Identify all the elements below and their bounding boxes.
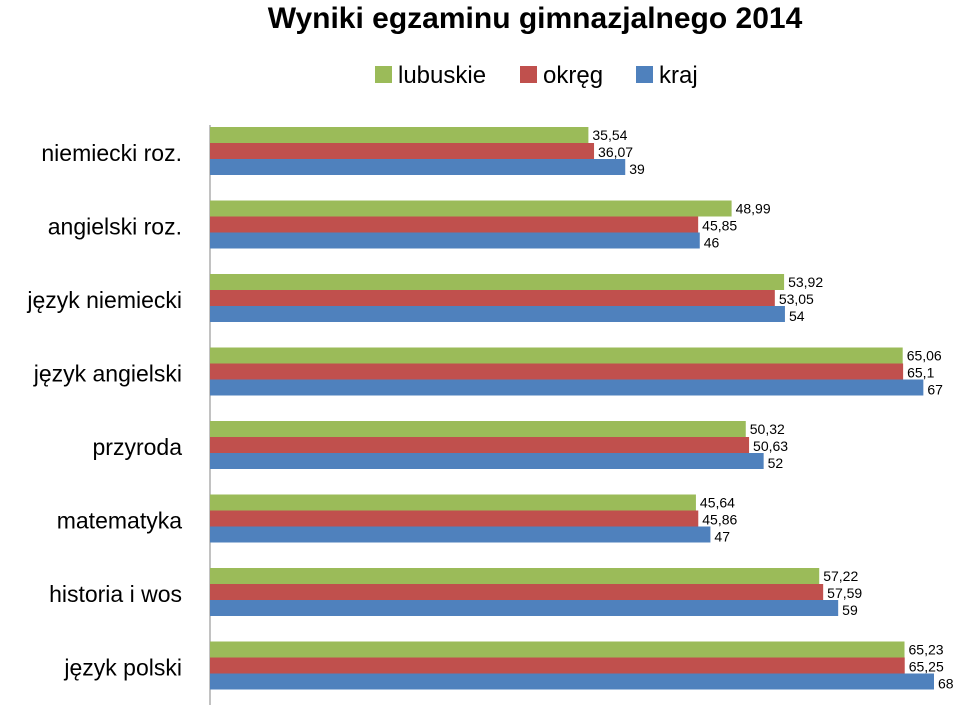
bar-lubuskie-jezyk-polski [210,641,905,658]
data-label-okreg-matematyka: 45,86 [702,512,737,528]
bars [210,127,934,690]
legend: lubuskie okręg kraj [375,62,698,89]
bar-lubuskie-przyroda [210,421,746,437]
bar-okreg-przyroda [210,437,750,453]
bar-okreg-angielski-roz [210,216,699,233]
category-label-jezyk-niemiecki: język niemiecki [26,287,182,313]
bar-okreg-jezyk-polski [210,657,905,674]
legend-swatch-kraj [636,66,653,83]
data-label-okreg-przyroda: 50,63 [753,438,788,454]
data-label-okreg-jezyk-angielski: 65,1 [907,365,934,381]
data-label-kraj-jezyk-polski: 68 [938,676,954,692]
data-label-lubuskie-jezyk-angielski: 65,06 [907,348,942,364]
bar-okreg-niemiecki-roz [210,143,595,159]
legend-label-kraj: kraj [659,62,698,89]
data-label-lubuskie-jezyk-niemiecki: 53,92 [788,274,823,290]
legend-label-lubuskie: lubuskie [398,62,486,89]
data-label-lubuskie-matematyka: 45,64 [700,495,735,511]
data-label-lubuskie-historia-i-wos: 57,22 [823,568,858,584]
bar-kraj-jezyk-niemiecki [210,306,785,322]
data-label-lubuskie-jezyk-polski: 65,23 [909,642,944,658]
bar-lubuskie-historia-i-wos [210,568,820,584]
bar-kraj-jezyk-polski [210,673,934,690]
category-label-matematyka: matematyka [57,508,182,534]
category-label-angielski-roz: angielski roz. [48,214,182,240]
data-label-lubuskie-angielski-roz: 48,99 [736,201,771,217]
data-label-kraj-przyroda: 52 [768,455,784,471]
data-label-kraj-jezyk-niemiecki: 54 [789,308,805,324]
bar-okreg-historia-i-wos [210,584,824,600]
data-label-kraj-matematyka: 47 [714,529,730,545]
chart-title: Wyniki egzaminu gimnazjalnego 2014 [268,2,803,35]
legend-swatch-okreg [520,66,537,83]
category-labels: niemiecki roz. angielski roz. język niemie… [26,140,182,681]
bar-okreg-jezyk-niemiecki [210,290,775,306]
bar-kraj-historia-i-wos [210,600,839,616]
bar-lubuskie-angielski-roz [210,200,732,217]
data-label-lubuskie-niemiecki-roz: 35,54 [592,127,627,143]
bar-lubuskie-matematyka [210,494,696,511]
data-label-okreg-jezyk-polski: 65,25 [909,659,944,675]
bar-kraj-matematyka [210,526,711,543]
bar-kraj-angielski-roz [210,232,700,249]
category-label-niemiecki-roz: niemiecki roz. [41,140,182,166]
data-label-okreg-angielski-roz: 45,85 [702,218,737,234]
bar-okreg-jezyk-angielski [210,363,904,380]
bar-kraj-przyroda [210,453,764,469]
data-label-kraj-niemiecki-roz: 39 [629,161,645,177]
data-label-okreg-jezyk-niemiecki: 53,05 [779,291,814,307]
data-label-okreg-niemiecki-roz: 36,07 [598,144,633,160]
data-label-okreg-historia-i-wos: 57,59 [827,585,862,601]
category-label-jezyk-polski: język polski [63,655,182,681]
bar-kraj-jezyk-angielski [210,379,924,396]
bar-okreg-matematyka [210,510,699,527]
bar-lubuskie-niemiecki-roz [210,127,589,143]
data-label-kraj-historia-i-wos: 59 [842,602,858,618]
category-label-jezyk-angielski: język angielski [33,361,182,387]
bar-lubuskie-jezyk-angielski [210,347,903,364]
data-label-kraj-angielski-roz: 46 [704,235,720,251]
category-label-przyroda: przyroda [93,434,183,460]
legend-swatch-lubuskie [375,66,392,83]
bar-kraj-niemiecki-roz [210,159,626,175]
data-label-lubuskie-przyroda: 50,32 [750,421,785,437]
category-label-historia-i-wos: historia i wos [49,581,182,607]
data-label-kraj-jezyk-angielski: 67 [927,382,943,398]
legend-label-okreg: okręg [543,62,603,89]
bar-lubuskie-jezyk-niemiecki [210,274,785,290]
